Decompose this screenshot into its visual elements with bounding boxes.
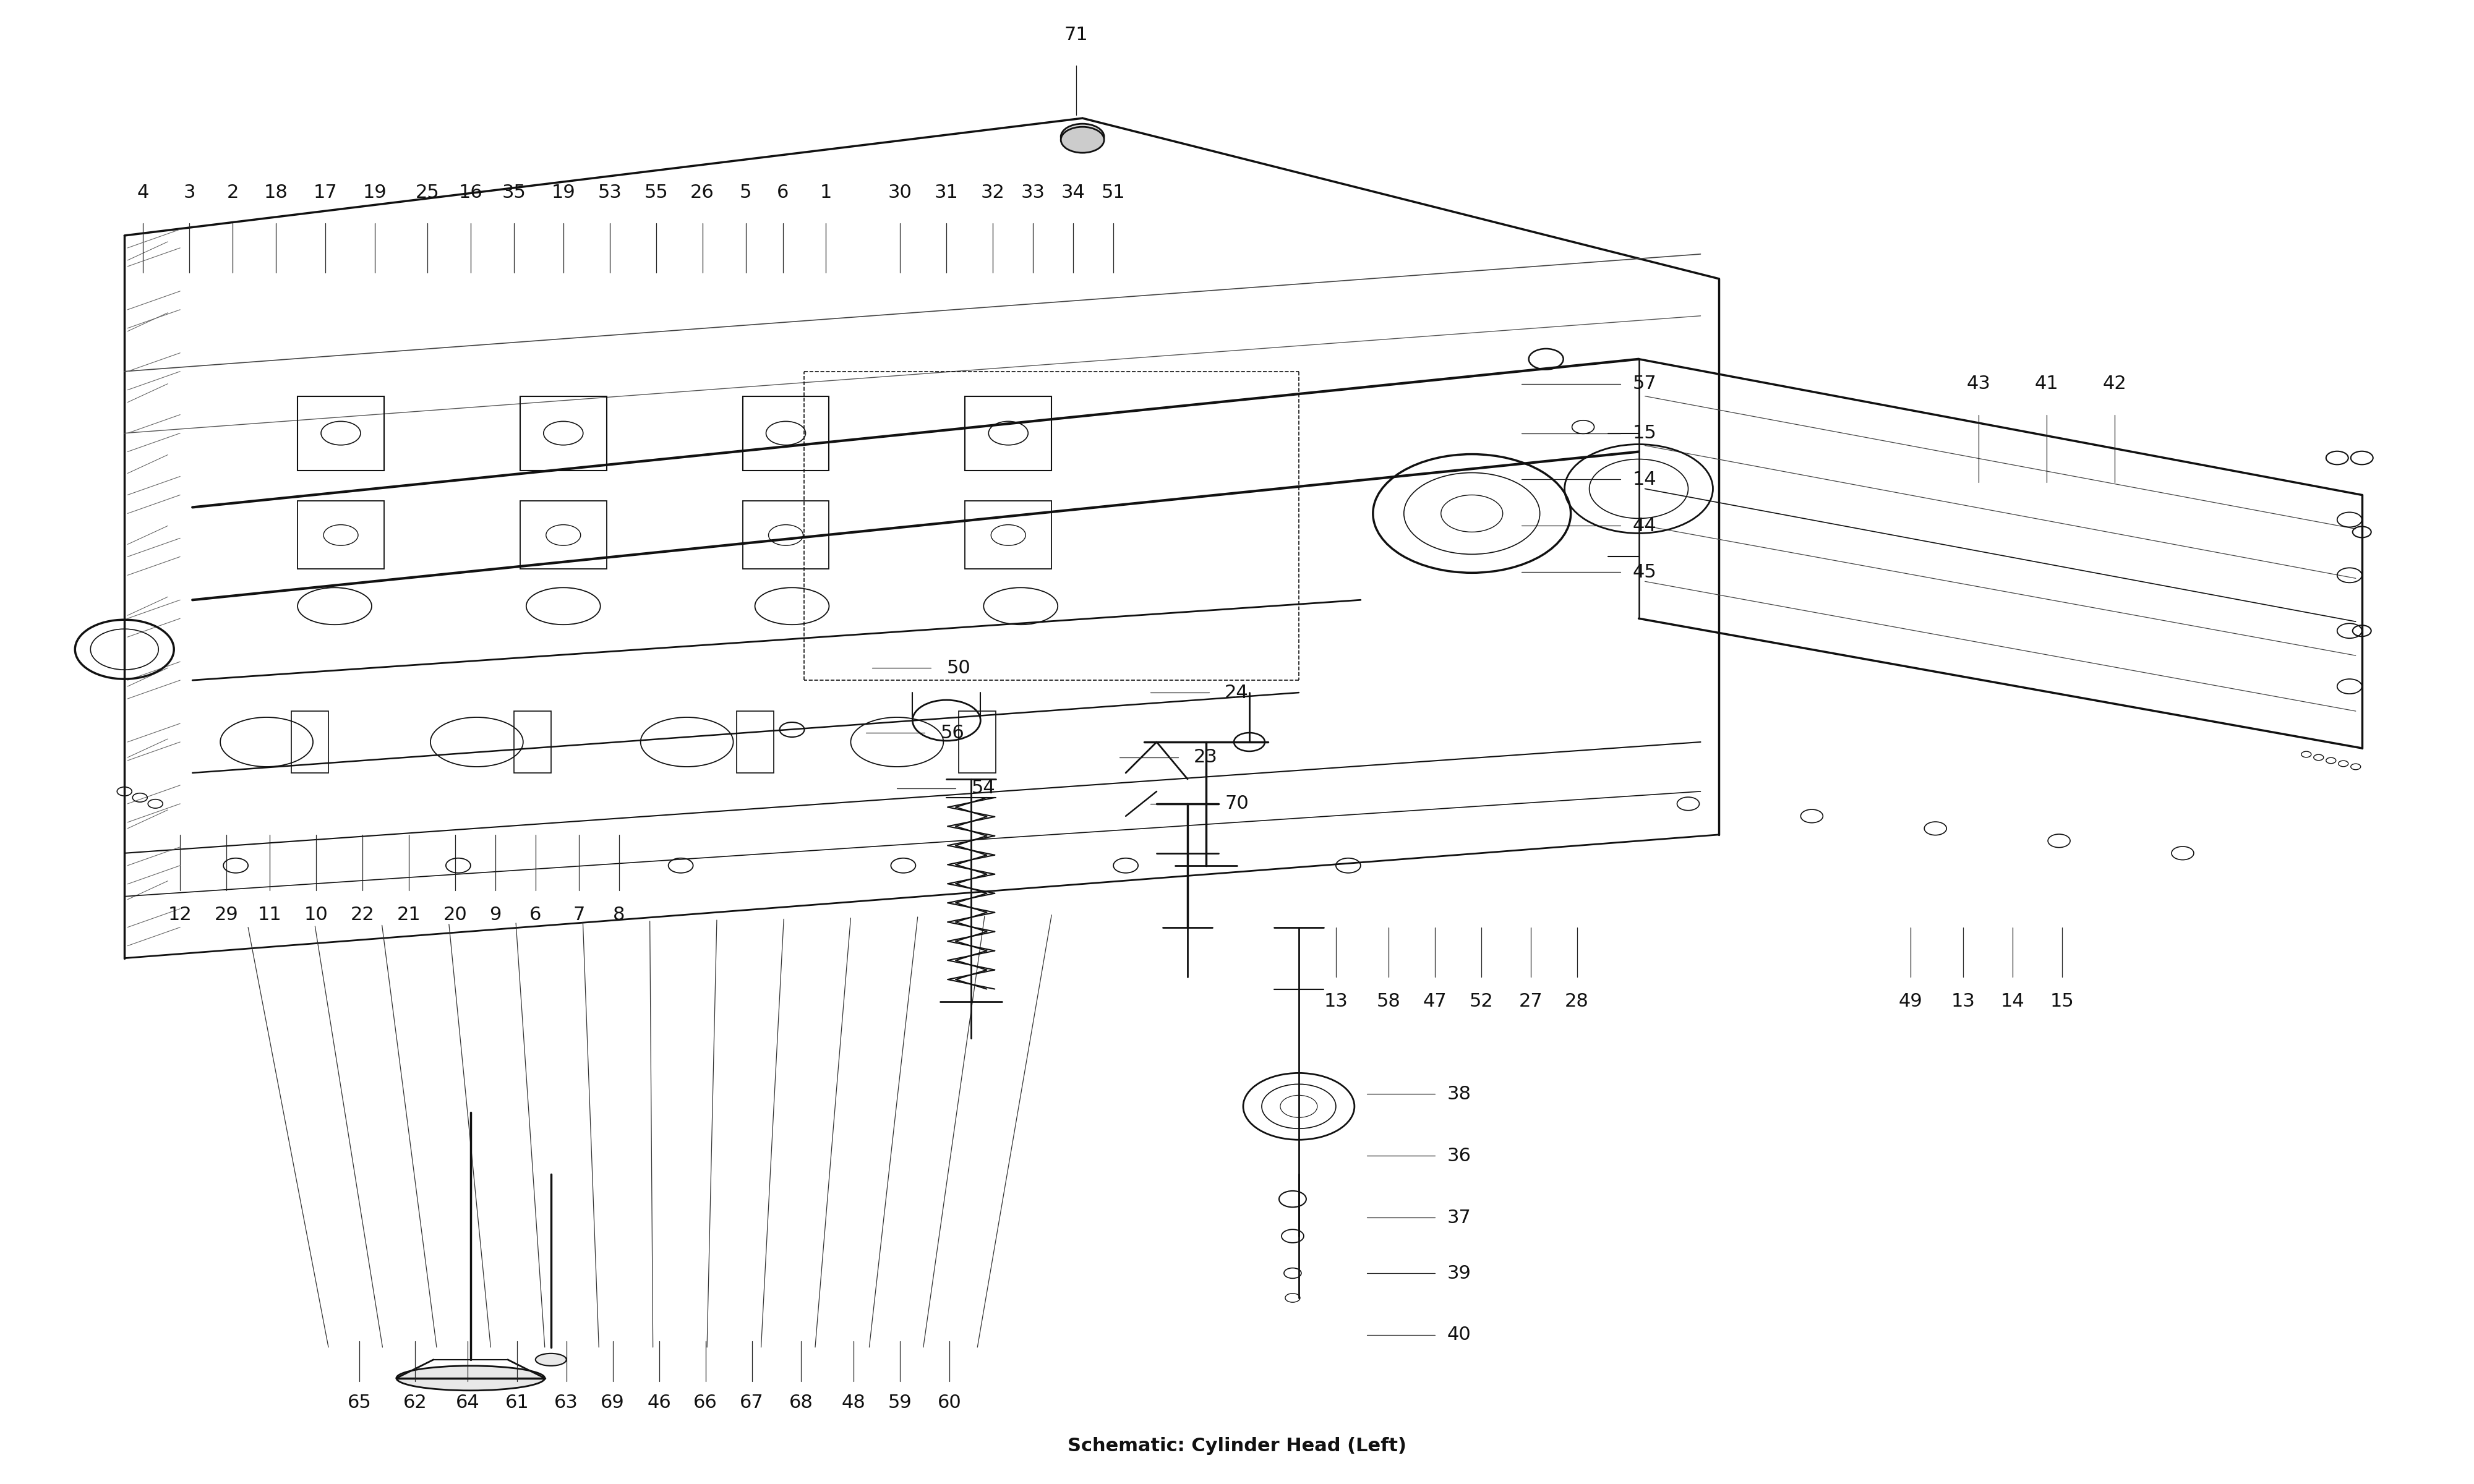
Text: 36: 36	[1447, 1147, 1472, 1165]
Text: 32: 32	[980, 184, 1004, 202]
Text: 58: 58	[1376, 993, 1400, 1011]
Text: 29: 29	[215, 905, 238, 925]
Text: 7: 7	[574, 905, 584, 925]
Text: 49: 49	[1898, 993, 1922, 1011]
Text: 41: 41	[2034, 375, 2058, 393]
Text: 24: 24	[1225, 684, 1249, 702]
Text: 33: 33	[1022, 184, 1044, 202]
Text: 70: 70	[1225, 795, 1249, 813]
Bar	[960, 711, 997, 773]
Text: 26: 26	[690, 184, 715, 202]
Text: 13: 13	[1324, 993, 1348, 1011]
Ellipse shape	[396, 1365, 544, 1391]
Text: 65: 65	[346, 1393, 371, 1411]
Text: 6: 6	[777, 184, 789, 202]
Ellipse shape	[534, 1353, 567, 1365]
Text: 57: 57	[1633, 375, 1658, 393]
Text: 16: 16	[458, 184, 482, 202]
Text: 61: 61	[505, 1393, 529, 1411]
Text: 40: 40	[1447, 1325, 1472, 1345]
Text: 45: 45	[1633, 564, 1658, 582]
Text: 68: 68	[789, 1393, 814, 1411]
Text: 43: 43	[1967, 375, 1992, 393]
Text: 21: 21	[396, 905, 421, 925]
Circle shape	[1061, 126, 1103, 153]
Text: 34: 34	[1061, 184, 1086, 202]
Bar	[742, 502, 829, 568]
Text: 31: 31	[935, 184, 957, 202]
Text: 18: 18	[265, 184, 287, 202]
Text: 62: 62	[403, 1393, 428, 1411]
Text: 9: 9	[490, 905, 502, 925]
Text: 39: 39	[1447, 1264, 1472, 1282]
Text: 22: 22	[351, 905, 374, 925]
Text: 1: 1	[819, 184, 831, 202]
Bar	[292, 711, 329, 773]
Bar	[297, 396, 383, 470]
Text: 46: 46	[648, 1393, 670, 1411]
Bar	[520, 502, 606, 568]
Text: 5: 5	[740, 184, 752, 202]
Text: 52: 52	[1470, 993, 1494, 1011]
Bar	[520, 396, 606, 470]
Text: 48: 48	[841, 1393, 866, 1411]
Bar	[737, 711, 774, 773]
Text: 69: 69	[601, 1393, 626, 1411]
Text: 60: 60	[938, 1393, 962, 1411]
Text: 15: 15	[1633, 424, 1658, 442]
Text: 28: 28	[1566, 993, 1588, 1011]
Text: 12: 12	[168, 905, 193, 925]
Bar	[297, 502, 383, 568]
Text: 14: 14	[1633, 470, 1658, 488]
Text: 30: 30	[888, 184, 913, 202]
Text: 71: 71	[1064, 25, 1089, 45]
Text: 35: 35	[502, 184, 527, 202]
Text: 54: 54	[972, 779, 995, 797]
Text: Schematic: Cylinder Head (Left): Schematic: Cylinder Head (Left)	[1069, 1437, 1405, 1454]
Text: 56: 56	[940, 724, 965, 742]
Text: 64: 64	[455, 1393, 480, 1411]
Bar	[515, 711, 552, 773]
Text: 23: 23	[1195, 748, 1217, 766]
Text: 42: 42	[2103, 375, 2128, 393]
Text: 27: 27	[1519, 993, 1544, 1011]
Text: 37: 37	[1447, 1208, 1472, 1227]
Text: 38: 38	[1447, 1085, 1472, 1103]
Text: 2: 2	[228, 184, 238, 202]
Text: 19: 19	[552, 184, 576, 202]
Circle shape	[1061, 123, 1103, 150]
Text: 53: 53	[599, 184, 621, 202]
Text: 3: 3	[183, 184, 195, 202]
Text: 14: 14	[2001, 993, 2024, 1011]
Text: 59: 59	[888, 1393, 913, 1411]
Text: 47: 47	[1423, 993, 1447, 1011]
Text: 50: 50	[948, 659, 970, 677]
Text: 51: 51	[1101, 184, 1126, 202]
Text: 63: 63	[554, 1393, 579, 1411]
Text: 4: 4	[136, 184, 148, 202]
Text: 25: 25	[416, 184, 440, 202]
Text: 11: 11	[257, 905, 282, 925]
Text: 19: 19	[364, 184, 386, 202]
Text: 6: 6	[529, 905, 542, 925]
Bar	[965, 396, 1051, 470]
Text: 20: 20	[443, 905, 468, 925]
Text: 10: 10	[304, 905, 329, 925]
Text: 66: 66	[693, 1393, 717, 1411]
Text: 15: 15	[2051, 993, 2073, 1011]
Text: 44: 44	[1633, 516, 1658, 534]
Bar	[742, 396, 829, 470]
Text: 67: 67	[740, 1393, 764, 1411]
Text: 55: 55	[643, 184, 668, 202]
Bar	[965, 502, 1051, 568]
Text: 8: 8	[614, 905, 626, 925]
Text: 13: 13	[1952, 993, 1974, 1011]
Text: 17: 17	[314, 184, 336, 202]
